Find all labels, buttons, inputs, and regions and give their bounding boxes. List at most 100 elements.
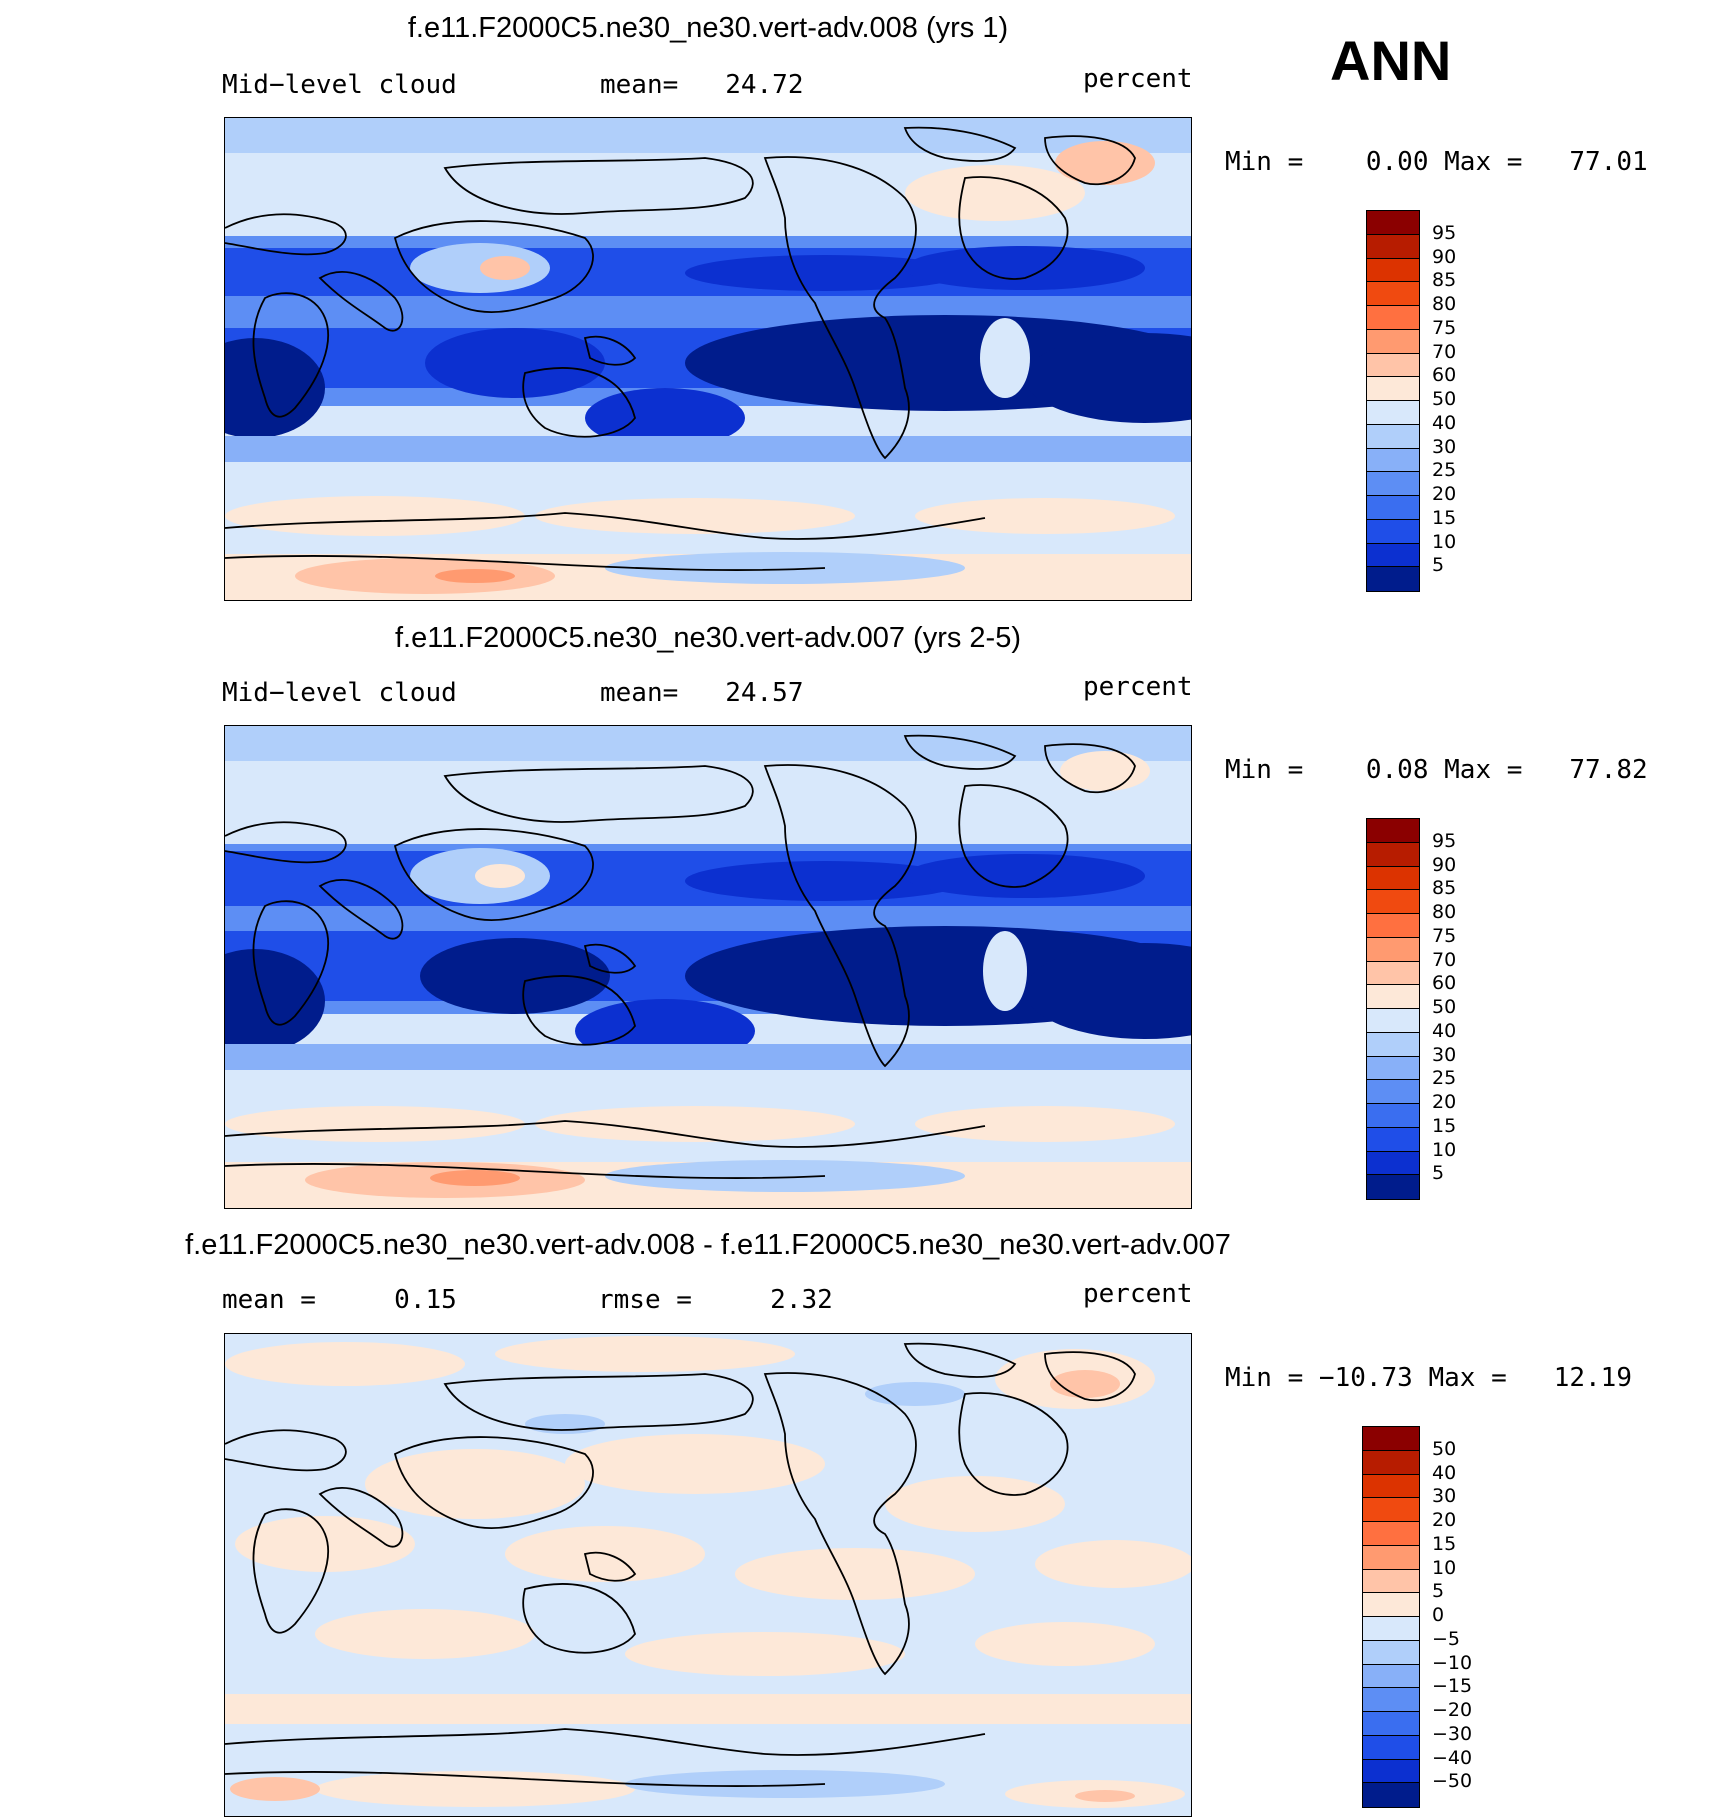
colorbar-tick-label: 40 <box>1432 1461 1457 1484</box>
colorbar-segment <box>1367 211 1419 235</box>
colorbar-segment <box>1363 1450 1419 1475</box>
panel-1-mean-label: mean= 24.72 <box>600 70 804 100</box>
colorbar-tick-label: 40 <box>1432 411 1457 434</box>
colorbar-segment <box>1367 1009 1419 1033</box>
colorbar-segment <box>1363 1522 1419 1546</box>
colorbar-tick-label: 20 <box>1432 1091 1457 1113</box>
colorbar-segment <box>1367 1127 1419 1152</box>
colorbar-tick-label: −15 <box>1432 1675 1473 1698</box>
panel-2-mean-label: mean= 24.57 <box>600 678 804 708</box>
colorbar-segment <box>1367 401 1419 425</box>
colorbar-tick-label: 95 <box>1432 829 1457 852</box>
colorbar-tick-label: 50 <box>1432 388 1457 410</box>
colorbar-segment <box>1367 282 1419 306</box>
panel-1-colorbar <box>1366 210 1420 592</box>
panel-3-map-field <box>225 1334 1191 1816</box>
colorbar-tick-label: 90 <box>1432 245 1457 268</box>
colorbar-tick-label: 70 <box>1432 948 1457 971</box>
panel-1-map <box>224 117 1192 601</box>
colorbar-tick-label: 60 <box>1432 972 1457 995</box>
panel-3-units-label: percent <box>1083 1279 1193 1309</box>
colorbar-tick-label: 20 <box>1432 483 1457 505</box>
colorbar-tick-label: 5 <box>1432 554 1445 577</box>
colorbar-segment <box>1367 937 1419 962</box>
colorbar-segment <box>1367 1080 1419 1104</box>
colorbar-segment <box>1363 1640 1419 1665</box>
colorbar-segment <box>1367 890 1419 914</box>
colorbar-tick-label: 30 <box>1432 1043 1457 1066</box>
colorbar-tick-label: 20 <box>1432 1509 1457 1531</box>
colorbar-tick-label: 80 <box>1432 901 1457 923</box>
colorbar-tick-label: 50 <box>1432 996 1457 1018</box>
colorbar-segment <box>1367 234 1419 259</box>
colorbar-tick-label: 80 <box>1432 293 1457 315</box>
colorbar-segment <box>1367 329 1419 354</box>
panel-3-rmse-label: rmse = 2.32 <box>598 1285 833 1315</box>
panel-1-minmax-label: Min = 0.00 Max = 77.01 <box>1225 147 1648 177</box>
colorbar-segment <box>1363 1545 1419 1570</box>
panel-2-map-field <box>225 726 1191 1208</box>
panel-3-colorbar <box>1362 1426 1420 1808</box>
colorbar-segment <box>1363 1474 1419 1499</box>
colorbar-segment <box>1363 1735 1419 1760</box>
colorbar-segment <box>1367 448 1419 473</box>
colorbar-segment <box>1367 543 1419 568</box>
colorbar-segment <box>1363 1688 1419 1712</box>
colorbar-segment <box>1367 353 1419 378</box>
colorbar-tick-label: 25 <box>1432 1067 1457 1090</box>
colorbar-tick-label: 85 <box>1432 269 1457 292</box>
colorbar-segment <box>1367 1151 1419 1176</box>
colorbar-segment <box>1367 519 1419 544</box>
colorbar-tick-label: 90 <box>1432 853 1457 876</box>
panel-3-colorbar-labels: 50 40 30 20 15 10 5 0 −5 −10 −15 −20 −30 −40 −50 <box>1432 1426 1512 1808</box>
panel-1-map-field <box>225 118 1191 600</box>
colorbar-tick-label: 10 <box>1432 1138 1457 1161</box>
colorbar-tick-label: 75 <box>1432 316 1457 339</box>
colorbar-tick-label: −30 <box>1432 1722 1473 1745</box>
panel-1-units-label: percent <box>1083 64 1193 94</box>
colorbar-tick-label: 5 <box>1432 1580 1445 1603</box>
panel-1-colorbar-labels: 95 90 85 80 75 70 60 50 40 30 25 20 15 10 5 <box>1432 210 1512 592</box>
colorbar-segment <box>1367 985 1419 1009</box>
colorbar-segment <box>1367 496 1419 520</box>
colorbar-tick-label: 30 <box>1432 435 1457 458</box>
colorbar-segment <box>1363 1783 1419 1807</box>
colorbar-tick-label: 15 <box>1432 506 1457 529</box>
colorbar-segment <box>1367 819 1419 843</box>
panel-3-map <box>224 1333 1192 1817</box>
panel-3-mean-label: mean = 0.15 <box>222 1285 457 1315</box>
colorbar-tick-label: −10 <box>1432 1651 1473 1674</box>
colorbar-tick-label: 75 <box>1432 924 1457 947</box>
colorbar-segment <box>1363 1593 1419 1617</box>
colorbar-segment <box>1363 1498 1419 1522</box>
colorbar-tick-label: 95 <box>1432 221 1457 244</box>
colorbar-segment <box>1367 914 1419 938</box>
colorbar-tick-label: −40 <box>1432 1746 1473 1769</box>
colorbar-tick-label: 40 <box>1432 1019 1457 1042</box>
colorbar-tick-label: 50 <box>1432 1437 1457 1460</box>
colorbar-tick-label: 70 <box>1432 340 1457 363</box>
panel-2-title: f.e11.F2000C5.ne30_ne30.vert-adv.007 (yr… <box>394 622 1022 654</box>
colorbar-segment <box>1363 1712 1419 1736</box>
colorbar-tick-label: −50 <box>1432 1770 1473 1793</box>
colorbar-segment <box>1367 1056 1419 1081</box>
colorbar-segment <box>1363 1427 1419 1451</box>
panel-2-variable-label: Mid−level cloud <box>222 678 457 708</box>
colorbar-tick-label: 5 <box>1432 1162 1445 1185</box>
colorbar-segment <box>1363 1664 1419 1689</box>
panel-2-colorbar <box>1366 818 1420 1200</box>
colorbar-tick-label: 10 <box>1432 1556 1457 1579</box>
colorbar-segment <box>1367 866 1419 891</box>
colorbar-segment <box>1367 1175 1419 1199</box>
colorbar-tick-label: 60 <box>1432 364 1457 387</box>
panel-2-colorbar-labels: 95 90 85 80 75 70 60 50 40 30 25 20 15 10 5 <box>1432 818 1512 1200</box>
colorbar-segment <box>1367 961 1419 986</box>
colorbar-tick-label: 25 <box>1432 459 1457 482</box>
colorbar-segment <box>1367 567 1419 591</box>
colorbar-segment <box>1367 842 1419 867</box>
colorbar-segment <box>1367 1104 1419 1128</box>
colorbar-tick-label: −20 <box>1432 1699 1473 1721</box>
colorbar-segment <box>1367 258 1419 283</box>
colorbar-segment <box>1363 1759 1419 1784</box>
season-label: ANN <box>1330 29 1452 92</box>
